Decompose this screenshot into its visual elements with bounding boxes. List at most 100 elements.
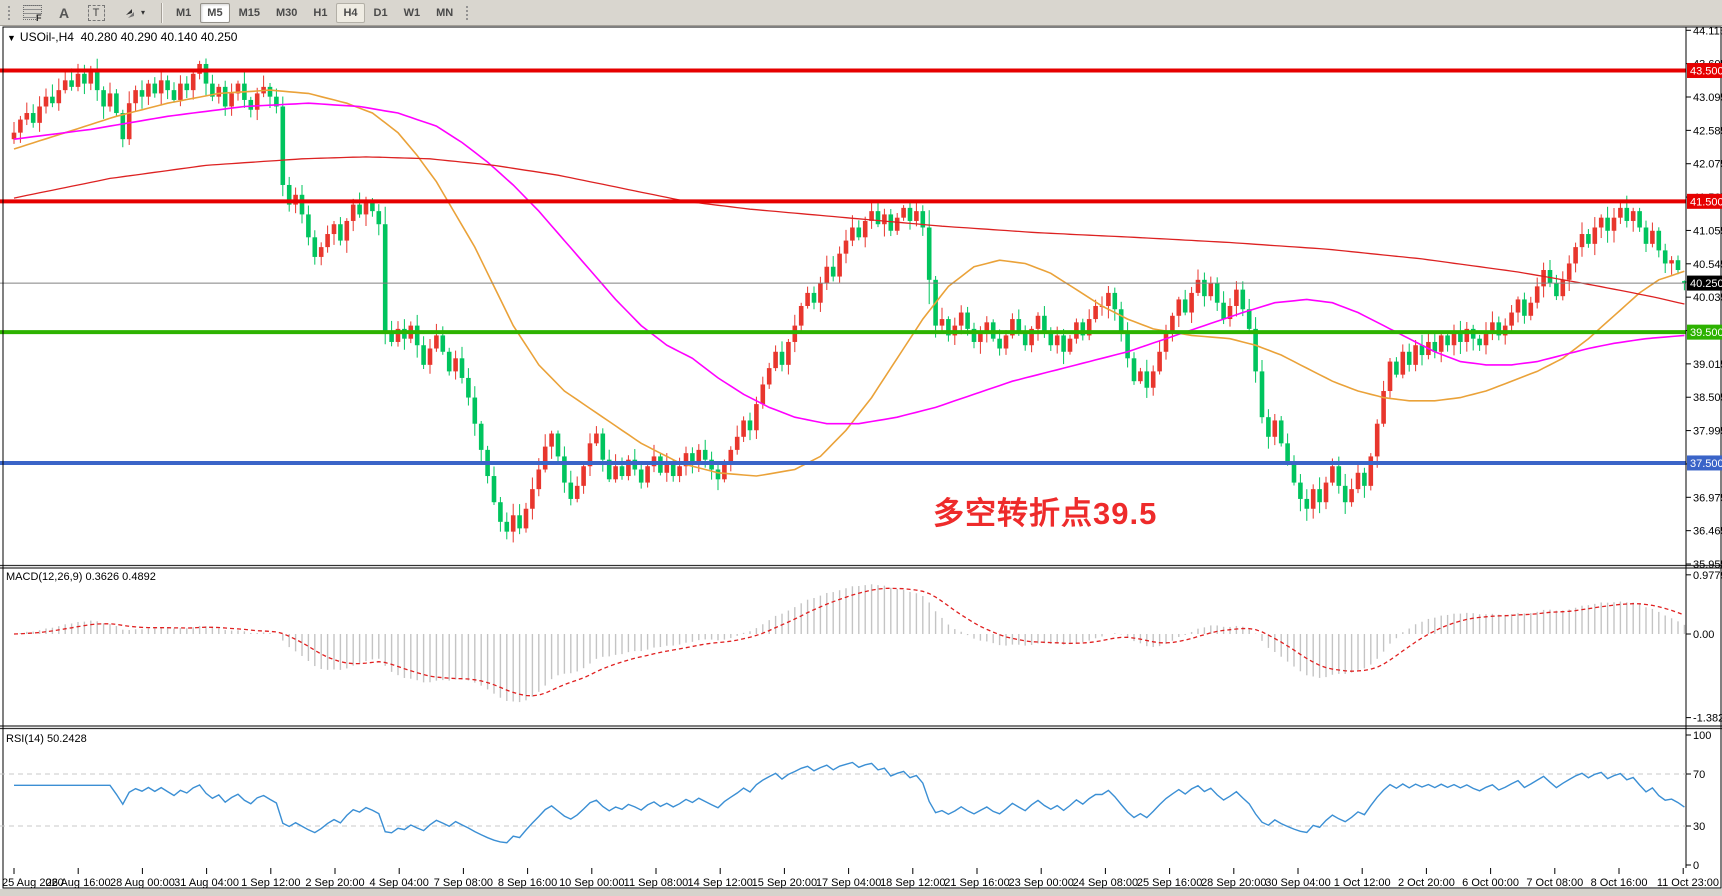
macd-signal-line bbox=[13, 587, 1685, 697]
rsi-axis-label: 30 bbox=[1693, 821, 1705, 833]
moving-averages-layer bbox=[13, 89, 1685, 477]
time-axis-label: 4 Sep 04:00 bbox=[370, 877, 429, 889]
price-chart-canvas[interactable]: 44.11543.60543.09542.58542.07541.56541.0… bbox=[0, 26, 1722, 896]
time-axis-label: 11 Oct 23:00 bbox=[1657, 877, 1719, 889]
chevron-down-icon: ▾ bbox=[140, 8, 145, 17]
price-axis-label: 38.505 bbox=[1693, 392, 1722, 404]
time-axis-label: 25 Aug 2020 bbox=[2, 877, 64, 889]
timeframe-button-m5[interactable]: M5 bbox=[200, 2, 230, 23]
arrows-icon bbox=[125, 8, 134, 18]
timeframe-button-h1[interactable]: H1 bbox=[306, 3, 334, 23]
slow-ma-red bbox=[13, 156, 1685, 305]
level-lines-layer bbox=[0, 68, 1686, 465]
timeframe-button-w1[interactable]: W1 bbox=[397, 3, 428, 23]
time-axis-label: 28 Aug 00:00 bbox=[110, 877, 175, 889]
price-badge-43.500 bbox=[1687, 63, 1722, 79]
price-axis-label: 44.115 bbox=[1693, 26, 1722, 37]
rsi-axis-label: 70 bbox=[1693, 769, 1705, 781]
time-axis-label: 21 Sep 16:00 bbox=[944, 877, 1009, 889]
price-axis-label: 42.075 bbox=[1693, 159, 1722, 171]
time-axis-label: 7 Oct 08:00 bbox=[1526, 877, 1583, 889]
fast-ma-orange bbox=[13, 89, 1685, 477]
time-axis-label: 26 Aug 16:00 bbox=[46, 877, 111, 889]
time-axis-label: 24 Sep 08:00 bbox=[1073, 877, 1138, 889]
macd-indicator-label: MACD(12,26,9) 0.3626 0.4892 bbox=[6, 571, 156, 583]
price-axis-label: 41.055 bbox=[1693, 225, 1722, 237]
timeframe-button-m15[interactable]: M15 bbox=[232, 3, 267, 23]
chart-annotation: 多空转折点39.5 bbox=[933, 496, 1158, 531]
time-axis-label: 31 Aug 04:00 bbox=[174, 877, 239, 889]
macd-axis-label: 0.9779 bbox=[1693, 570, 1722, 582]
macd-pane: 0.9779 0.00 -1.382 bbox=[13, 570, 1722, 725]
text-icon: A bbox=[58, 4, 70, 21]
time-axis-label: 14 Sep 12:00 bbox=[687, 877, 752, 889]
rsi-line bbox=[14, 761, 1685, 844]
time-axis-label: 18 Sep 12:00 bbox=[880, 877, 945, 889]
time-axis-label: 2 Oct 20:00 bbox=[1398, 877, 1455, 889]
price-badge-label: 39.500 bbox=[1690, 327, 1722, 339]
time-axis-label: 28 Sep 20:00 bbox=[1201, 877, 1266, 889]
rsi-axis-label: 100 bbox=[1693, 730, 1711, 742]
chart-symbol-header[interactable]: ▼ USOil-,H4 40.280 40.290 40.140 40.250 bbox=[7, 30, 237, 44]
price-badge-41.500 bbox=[1687, 193, 1722, 209]
window-bottom-strip bbox=[0, 889, 1722, 896]
price-axis-label: 39.015 bbox=[1693, 359, 1722, 371]
price-axis-label: 43.095 bbox=[1693, 92, 1722, 104]
time-axis-label: 7 Sep 08:00 bbox=[434, 877, 493, 889]
price-axis-label: 42.585 bbox=[1693, 125, 1722, 137]
toolbar-drag-handle-2[interactable] bbox=[465, 4, 471, 21]
price-axis-label: 37.995 bbox=[1693, 426, 1722, 438]
timeframe-button-mn[interactable]: MN bbox=[429, 3, 460, 23]
price-axis-label: 40.035 bbox=[1693, 292, 1722, 304]
toolbar-separator bbox=[161, 2, 163, 23]
price-badge-label: 40.250 bbox=[1690, 278, 1722, 290]
time-axis-label: 15 Sep 20:00 bbox=[752, 877, 817, 889]
time-axis-label: 25 Sep 16:00 bbox=[1137, 877, 1202, 889]
price-badge-39.500 bbox=[1687, 324, 1722, 340]
toolbar: F A T ▾ M1 M5 M15 M30 H1 H4 D1 W1 MN bbox=[0, 0, 1722, 26]
symbol-ohlc-text: USOil-,H4 40.280 40.290 40.140 40.250 bbox=[19, 30, 238, 44]
collapse-triangle-icon[interactable]: ▼ bbox=[7, 33, 16, 43]
price-badge-label: 43.500 bbox=[1690, 66, 1722, 78]
price-axis-label: 40.545 bbox=[1693, 259, 1722, 271]
candles-layer bbox=[11, 58, 1687, 543]
fibonacci-tool-button[interactable]: F bbox=[18, 3, 46, 23]
price-badge-37.500 bbox=[1687, 455, 1722, 471]
price-axis-label: 35.955 bbox=[1693, 559, 1722, 571]
chart-window: 44.11543.60543.09542.58542.07541.56541.0… bbox=[0, 26, 1722, 896]
price-axis-label: 36.465 bbox=[1693, 526, 1722, 538]
text-label-icon: T bbox=[87, 4, 105, 21]
time-axis-label: 23 Sep 00:00 bbox=[1008, 877, 1073, 889]
macd-axis-label: -1.382 bbox=[1693, 713, 1722, 725]
timeframe-button-m1[interactable]: M1 bbox=[169, 3, 198, 23]
timeframe-button-m30[interactable]: M30 bbox=[269, 3, 304, 23]
text-label-tool-button[interactable]: T bbox=[82, 3, 110, 23]
time-axis-label: 6 Oct 00:00 bbox=[1462, 877, 1519, 889]
rsi-indicator-label: RSI(14) 50.2428 bbox=[6, 733, 87, 745]
price-axis-label: 36.975 bbox=[1693, 492, 1722, 504]
axes-layer: 44.11543.60543.09542.58542.07541.56541.0… bbox=[0, 26, 1722, 889]
rsi-axis-label: 0 bbox=[1693, 860, 1699, 872]
time-axis-label: 2 Sep 20:00 bbox=[305, 877, 364, 889]
toolbar-drag-handle[interactable] bbox=[7, 4, 12, 21]
time-axis-label: 30 Sep 04:00 bbox=[1265, 877, 1330, 889]
time-axis-label: 1 Oct 12:00 bbox=[1334, 877, 1391, 889]
text-tool-button[interactable]: A bbox=[50, 3, 78, 23]
price-badge-label: 37.500 bbox=[1690, 458, 1722, 470]
time-axis-label: 10 Sep 00:00 bbox=[559, 877, 624, 889]
arrows-tool-button[interactable]: ▾ bbox=[114, 3, 154, 23]
timeframe-button-group: M1 M5 M15 M30 H1 H4 D1 W1 MN bbox=[168, 2, 461, 23]
timeframe-button-h4[interactable]: H4 bbox=[336, 2, 365, 23]
price-badge-40.250 bbox=[1687, 275, 1722, 291]
price-badge-label: 41.500 bbox=[1690, 196, 1722, 208]
fibonacci-icon: F bbox=[22, 5, 42, 23]
time-axis-label: 1 Sep 12:00 bbox=[241, 877, 300, 889]
medium-ma-magenta bbox=[13, 102, 1685, 425]
time-axis-label: 11 Sep 08:00 bbox=[624, 877, 689, 889]
time-axis-label: 8 Oct 16:00 bbox=[1591, 877, 1648, 889]
time-axis-label: 17 Sep 04:00 bbox=[816, 877, 881, 889]
macd-axis-label: 0.00 bbox=[1693, 629, 1714, 641]
timeframe-button-d1[interactable]: D1 bbox=[367, 3, 395, 23]
time-axis-label: 8 Sep 16:00 bbox=[498, 877, 557, 889]
